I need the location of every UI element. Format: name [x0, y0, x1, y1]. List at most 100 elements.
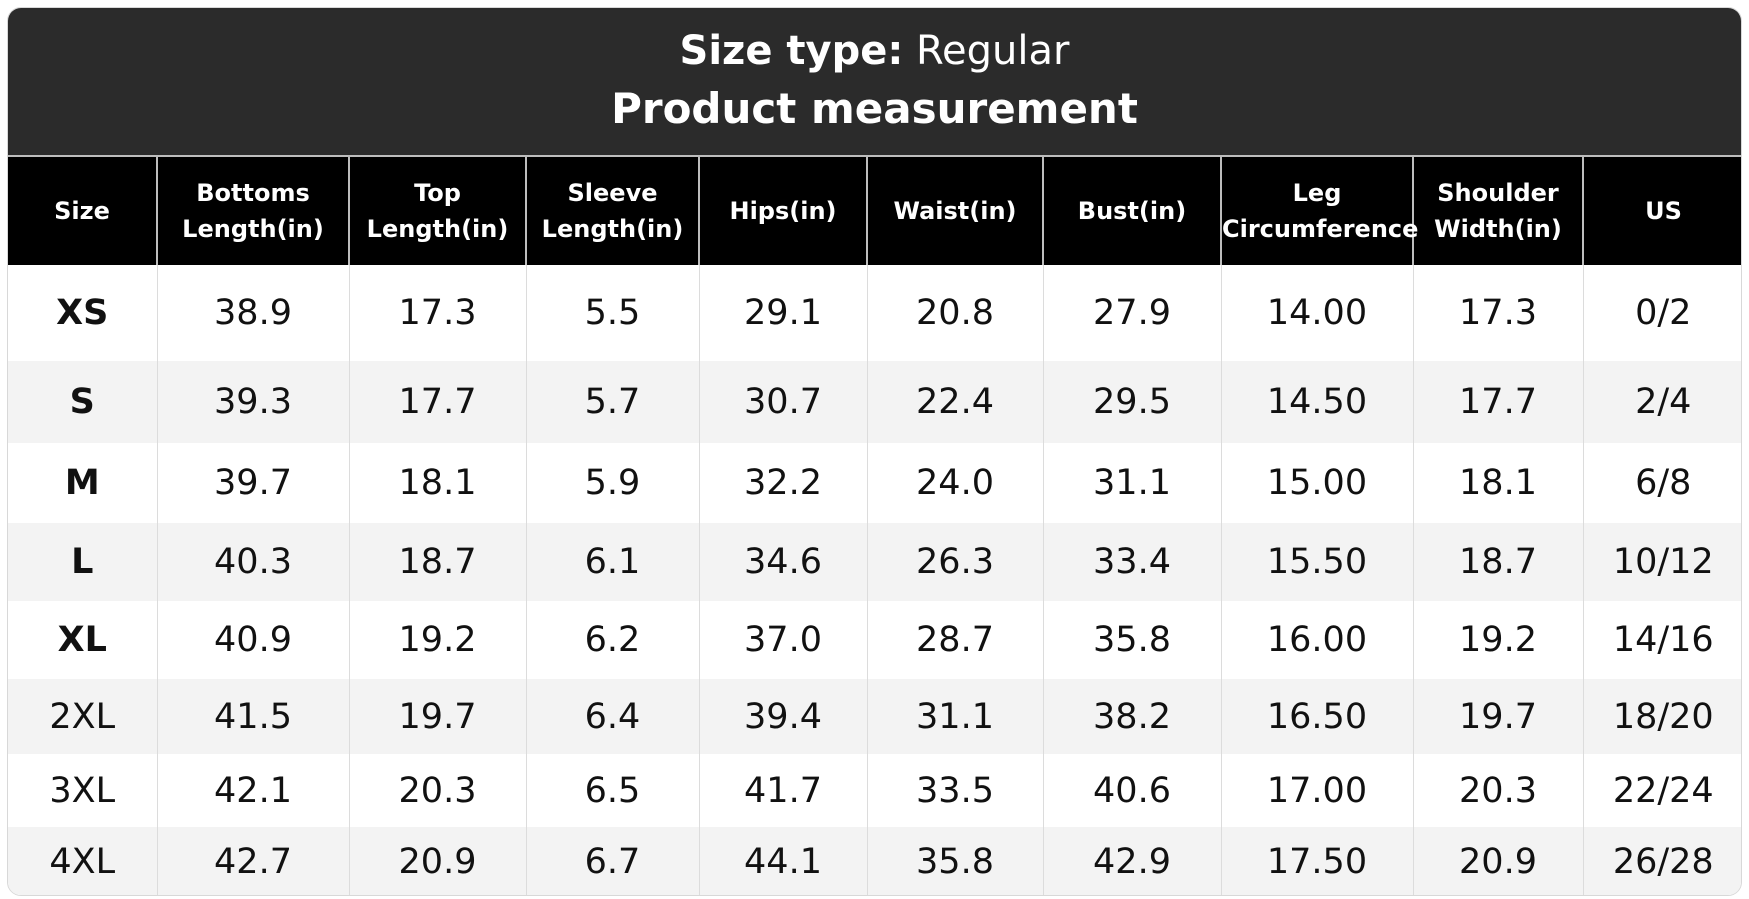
column-header-line: Bust(in)	[1077, 197, 1187, 225]
column-header-line: Circumference	[1222, 215, 1419, 243]
header-row: Size Bottoms Length(in) Top Length(in) Sleeve…	[8, 157, 1741, 265]
value-cell: 17.3	[1412, 265, 1583, 361]
value-cell: 31.1	[1042, 443, 1221, 523]
value-cell: 6.4	[525, 679, 699, 754]
value-cell: 6/8	[1582, 443, 1741, 523]
column-header: Top Length(in)	[348, 157, 526, 265]
value-cell: 14.50	[1220, 361, 1413, 443]
value-cell: 39.3	[156, 361, 349, 443]
table-row: M 39.7 18.1 5.9 32.2 24.0 31.1 15.00 18.1 6/8	[8, 443, 1741, 523]
value-cell: 29.5	[1042, 361, 1221, 443]
value-cell: 20.3	[1412, 754, 1583, 827]
value-cell: 15.00	[1220, 443, 1413, 523]
value-cell: 19.2	[1412, 601, 1583, 679]
value-cell: 2/4	[1582, 361, 1741, 443]
size-cell: S	[8, 361, 157, 443]
title-value: Regular	[916, 28, 1070, 74]
value-cell: 6.1	[525, 523, 699, 601]
value-cell: 19.2	[348, 601, 526, 679]
value-cell: 38.9	[156, 265, 349, 361]
table-row: 2XL 41.5 19.7 6.4 39.4 31.1 38.2 16.50 19.7 18/20	[8, 679, 1741, 754]
value-cell: 38.2	[1042, 679, 1221, 754]
value-cell: 16.00	[1220, 601, 1413, 679]
value-cell: 5.9	[525, 443, 699, 523]
value-cell: 17.7	[1412, 361, 1583, 443]
value-cell: 0/2	[1582, 265, 1741, 361]
column-header-line: Length(in)	[182, 215, 324, 243]
column-header-line: Bottoms	[196, 179, 310, 207]
column-header-line: Top	[414, 179, 461, 207]
value-cell: 20.9	[348, 827, 526, 895]
value-cell: 37.0	[698, 601, 867, 679]
table-row: 4XL 42.7 20.9 6.7 44.1 35.8 42.9 17.50 20.9 26/28	[8, 827, 1741, 895]
column-header: Waist(in)	[866, 157, 1043, 265]
table-row: S 39.3 17.7 5.7 30.7 22.4 29.5 14.50 17.7 2/4	[8, 361, 1741, 443]
value-cell: 44.1	[698, 827, 867, 895]
size-cell: 3XL	[49, 770, 116, 811]
value-cell: 18.7	[348, 523, 526, 601]
value-cell: 20.9	[1412, 827, 1583, 895]
column-header: Shoulder Width(in)	[1412, 157, 1583, 265]
value-cell: 22/24	[1582, 754, 1741, 827]
measurement-table: Size Bottoms Length(in) Top Length(in) Sleeve…	[8, 157, 1741, 895]
value-cell: 33.4	[1042, 523, 1221, 601]
value-cell: 41.7	[698, 754, 867, 827]
value-cell: 6.5	[525, 754, 699, 827]
value-cell: 14/16	[1582, 601, 1741, 679]
column-header: Sleeve Length(in)	[525, 157, 699, 265]
value-cell: 17.00	[1220, 754, 1413, 827]
value-cell: 18.1	[348, 443, 526, 523]
value-cell: 34.6	[698, 523, 867, 601]
column-header-line: Width(in)	[1434, 215, 1562, 243]
value-cell: 26/28	[1582, 827, 1741, 895]
value-cell: 17.50	[1220, 827, 1413, 895]
table-row: L 40.3 18.7 6.1 34.6 26.3 33.4 15.50 18.7 10/12	[8, 523, 1741, 601]
value-cell: 41.5	[156, 679, 349, 754]
size-chart: Size type: Regular Product measurement S…	[7, 7, 1742, 896]
value-cell: 32.2	[698, 443, 867, 523]
value-cell: 28.7	[866, 601, 1043, 679]
value-cell: 31.1	[866, 679, 1043, 754]
value-cell: 5.7	[525, 361, 699, 443]
value-cell: 14.00	[1220, 265, 1413, 361]
title-label: Size type:	[679, 28, 904, 74]
value-cell: 40.6	[1042, 754, 1221, 827]
size-cell: 4XL	[8, 827, 157, 895]
value-cell: 42.1	[156, 754, 349, 827]
column-header: US	[1582, 157, 1741, 265]
table-row: XS 38.9 17.3 5.5 29.1 20.8 27.9 14.00 17.3 0/2	[8, 265, 1741, 361]
column-header: Bust(in)	[1042, 157, 1221, 265]
value-cell: 19.7	[348, 679, 526, 754]
value-cell: 29.1	[698, 265, 867, 361]
column-header: Bottoms Length(in)	[156, 157, 349, 265]
value-cell: 18/20	[1582, 679, 1741, 754]
value-cell: 17.3	[348, 265, 526, 361]
column-header-line: Hips(in)	[729, 197, 837, 225]
column-header-line: US	[1645, 197, 1682, 225]
value-cell: 19.7	[1412, 679, 1583, 754]
value-cell: 22.4	[866, 361, 1043, 443]
value-cell: 39.7	[156, 443, 349, 523]
value-cell: 6.7	[525, 827, 699, 895]
value-cell: 10/12	[1582, 523, 1741, 601]
size-cell: M	[64, 463, 100, 503]
size-cell: 2XL	[8, 679, 157, 754]
size-cell: XL	[57, 620, 107, 660]
value-cell: 5.5	[525, 265, 699, 361]
value-cell: 42.7	[156, 827, 349, 895]
column-header: Hips(in)	[698, 157, 867, 265]
value-cell: 40.3	[156, 523, 349, 601]
column-header: Size	[8, 157, 157, 265]
size-cell: XS	[56, 293, 109, 333]
table-row: 3XL 42.1 20.3 6.5 41.7 33.5 40.6 17.00 20.3 22/24	[8, 754, 1741, 827]
value-cell: 33.5	[866, 754, 1043, 827]
column-header-line: Waist(in)	[893, 197, 1017, 225]
column-header-line: Length(in)	[541, 215, 684, 243]
value-cell: 24.0	[866, 443, 1043, 523]
value-cell: 6.2	[525, 601, 699, 679]
column-header-line: Shoulder	[1437, 179, 1559, 207]
subtitle: Product measurement	[611, 84, 1138, 133]
size-type: Size type: Regular	[8, 8, 1741, 76]
